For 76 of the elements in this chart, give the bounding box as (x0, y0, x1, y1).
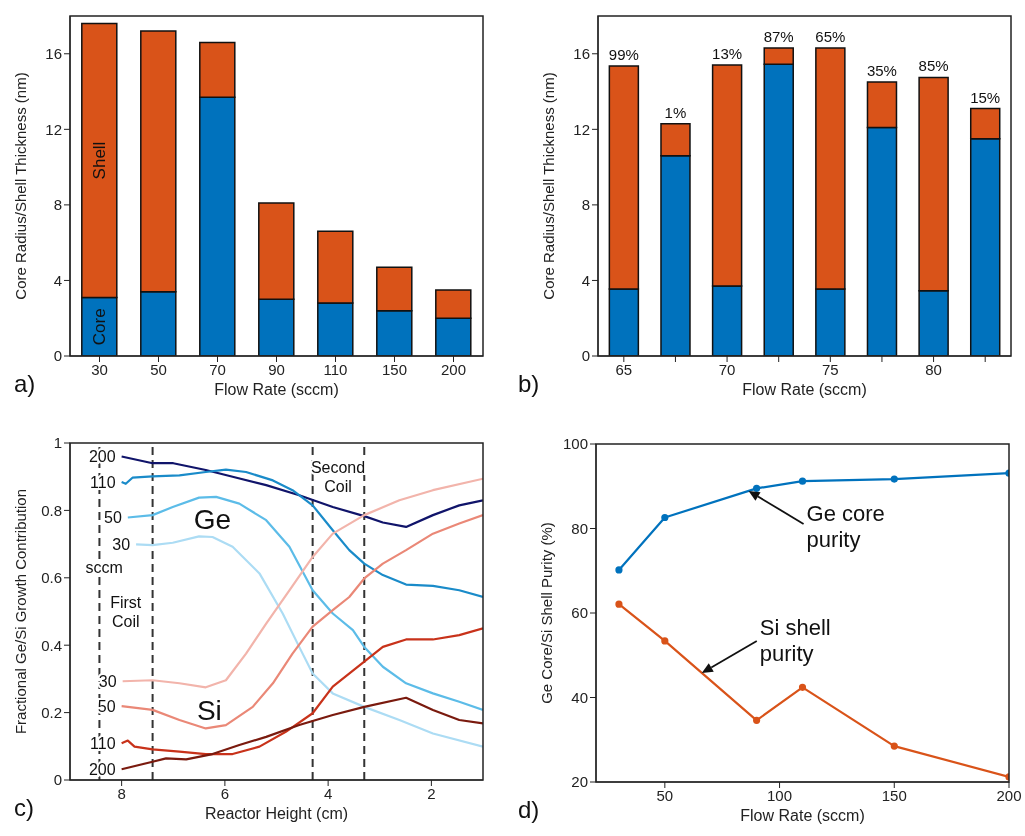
x-tick-label: 100 (767, 786, 793, 804)
text: d) (518, 796, 540, 823)
annotation: 1% (664, 103, 687, 121)
y-axis-title: Ge Core/Si Shell Purity (%) (538, 522, 556, 704)
annotation: 15% (970, 88, 1001, 106)
y-axis-title: Fractional Ge/Si Growth Contribution (12, 488, 30, 735)
annotation: First Coil (110, 593, 142, 630)
x-axis-title: Flow Rate (sccm) (214, 381, 339, 398)
y-tick-label: 16 (573, 45, 590, 63)
series-label: Shell (89, 141, 109, 180)
x-tick-label: 150 (881, 786, 907, 804)
series-label: 50 (97, 697, 116, 715)
y-tick-label: 4 (53, 271, 62, 289)
x-axis-title: Flow Rate (sccm) (740, 807, 865, 824)
y-tick-label: 0.4 (41, 636, 62, 654)
annotation: Si (196, 695, 222, 727)
y-tick-label: 0 (53, 771, 62, 789)
x-tick-label: 80 (925, 360, 942, 378)
y-tick-label: 0 (53, 347, 62, 365)
y-tick-label: 12 (45, 120, 62, 138)
x-tick-label: 8 (117, 784, 126, 802)
series-label: 200 (88, 760, 116, 778)
annotation: Ge core purity (806, 500, 885, 553)
x-tick-label: 200 (996, 786, 1022, 804)
y-tick-label: 4 (581, 271, 590, 289)
series-label: 110 (90, 473, 116, 491)
y-tick-label: 0.2 (41, 703, 62, 721)
y-tick-label: 20 (571, 773, 588, 791)
x-tick-label: 90 (268, 360, 285, 378)
x-tick-label: 6 (220, 784, 230, 802)
x-tick-label: 65 (615, 360, 633, 378)
text: b) (518, 370, 540, 397)
x-tick-label: 70 (718, 360, 736, 378)
x-tick-label: 4 (323, 784, 333, 802)
annotation: 87% (763, 28, 794, 46)
y-tick-label: 16 (45, 45, 62, 63)
text: c) (14, 794, 34, 821)
x-tick-label: 50 (150, 360, 167, 378)
y-tick-label: 60 (571, 604, 588, 622)
series-label: 200 (88, 447, 116, 465)
x-tick-label: 150 (381, 360, 408, 378)
annotation: 65% (815, 28, 846, 46)
x-tick-label: 2 (427, 784, 436, 802)
series-label: 110 (90, 734, 116, 752)
y-axis-title: Core Radius/Shell Thickness (nm) (540, 72, 558, 300)
y-tick-label: 8 (53, 196, 62, 214)
annotation: Second Coil (310, 458, 366, 495)
x-axis-title: Flow Rate (sccm) (742, 381, 867, 398)
x-tick-label: 30 (91, 360, 108, 378)
annotation: 85% (918, 57, 949, 75)
annotation: 99% (608, 46, 639, 64)
y-tick-label: 8 (581, 196, 590, 214)
annotation: 35% (866, 62, 897, 80)
x-tick-label: 70 (209, 360, 226, 378)
y-tick-label: 0 (581, 347, 590, 365)
x-tick-label: 110 (323, 360, 348, 378)
series-label: Core (89, 308, 109, 346)
y-tick-label: 80 (571, 519, 588, 537)
y-tick-label: 1 (53, 434, 62, 452)
y-tick-label: 100 (562, 435, 588, 453)
x-tick-label: 200 (440, 360, 467, 378)
y-tick-label: 0.8 (41, 501, 62, 519)
annotation: 13% (712, 45, 743, 63)
series-label: 30 (112, 535, 131, 553)
x-tick-label: 75 (821, 360, 839, 378)
y-tick-label: 12 (573, 120, 590, 138)
series-label: 30 (98, 672, 117, 690)
y-axis-title: Core Radius/Shell Thickness (nm) (12, 72, 30, 300)
x-tick-label: 50 (656, 786, 674, 804)
text: a) (14, 370, 36, 397)
y-tick-label: 0.6 (41, 569, 62, 587)
y-tick-label: 40 (571, 688, 588, 706)
series-label: 50 (104, 508, 122, 526)
annotation: Ge (193, 504, 232, 536)
annotation: Si shell purity (759, 614, 831, 667)
x-axis-title: Reactor Height (cm) (204, 805, 349, 822)
